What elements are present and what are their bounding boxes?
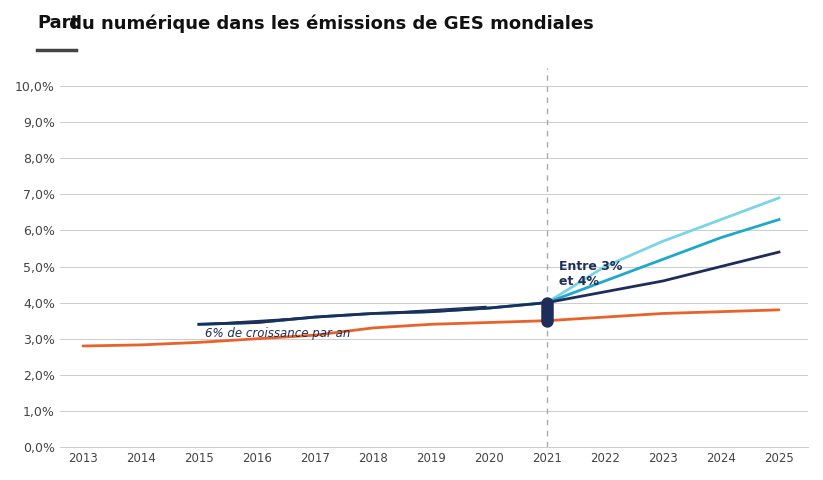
- Text: Entre 3%
et 4%: Entre 3% et 4%: [559, 260, 622, 288]
- Text: 6% de croissance par an: 6% de croissance par an: [205, 327, 350, 340]
- Text: Part: Part: [37, 14, 79, 33]
- Text: du numérique dans les émissions de GES mondiales: du numérique dans les émissions de GES m…: [63, 14, 594, 33]
